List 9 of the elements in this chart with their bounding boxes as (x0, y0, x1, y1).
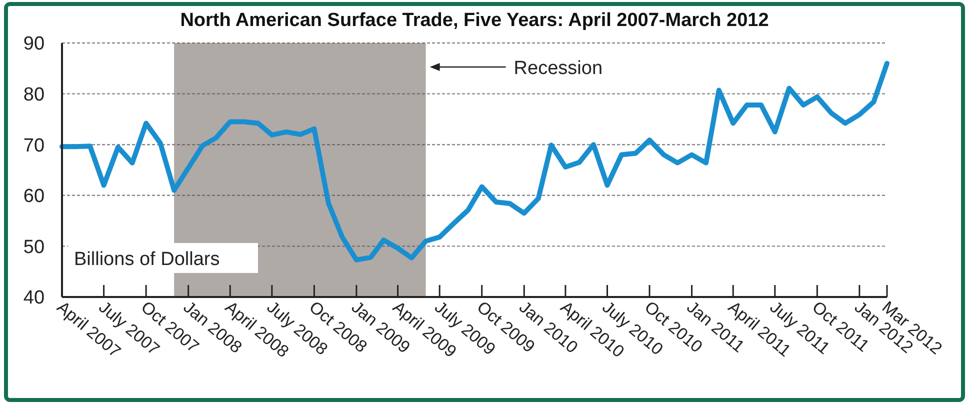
band-label: Recession (514, 58, 603, 79)
y-tick-label: 40 (23, 288, 45, 309)
y-tick-label: 90 (23, 34, 45, 55)
y-axis-title: Billions of Dollars (74, 249, 220, 270)
y-tick-label: 60 (23, 186, 45, 208)
y-tick-label: 80 (23, 84, 45, 106)
y-tick-label: 70 (23, 135, 45, 156)
chart-title: North American Surface Trade, Five Years: April 2007-March 2012 (180, 10, 769, 31)
y-tick-label: 50 (23, 236, 45, 258)
